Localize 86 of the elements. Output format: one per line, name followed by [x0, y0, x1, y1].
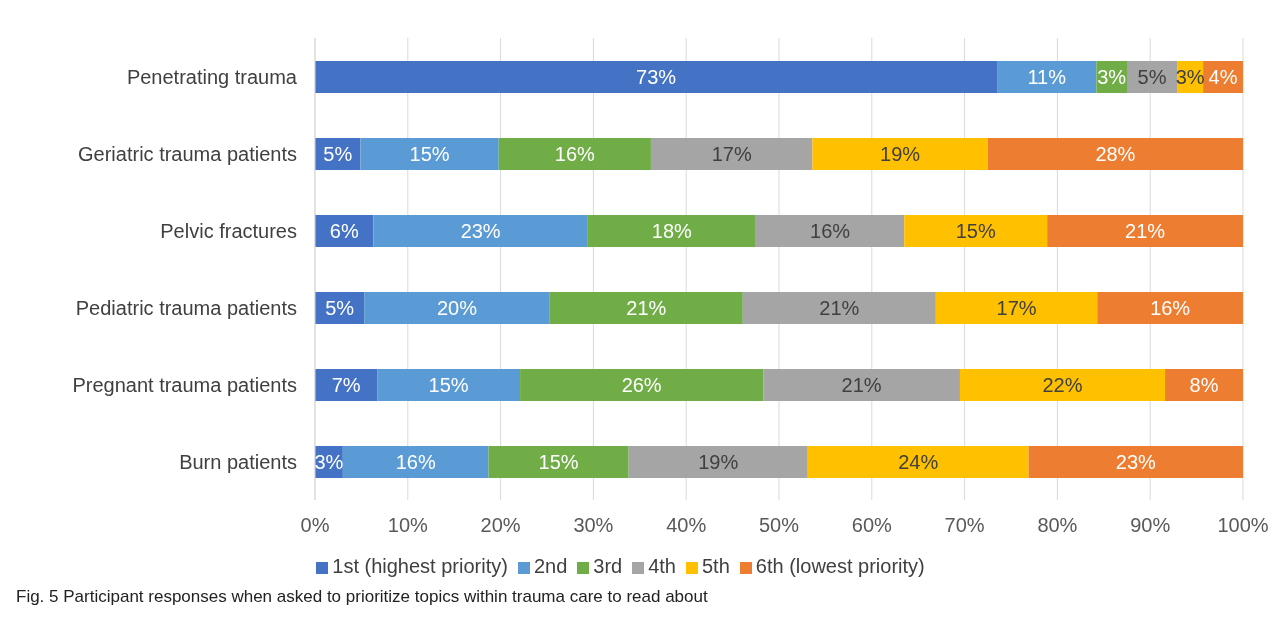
- bar: [935, 292, 1098, 324]
- bar: [959, 369, 1166, 401]
- bar: [1097, 292, 1243, 324]
- data-label: 15%: [955, 220, 996, 243]
- bar: [498, 138, 651, 170]
- x-tick-label: 40%: [666, 514, 707, 537]
- data-label: 19%: [698, 451, 739, 474]
- data-label: 15%: [409, 143, 450, 166]
- data-label: 7%: [331, 374, 361, 397]
- data-label: 17%: [996, 297, 1037, 320]
- bar: [315, 61, 998, 93]
- x-tick-label: 100%: [1217, 514, 1269, 537]
- caption: Fig. 5 Participant responses when asked to prioritize topics within trauma care to read about: [16, 587, 709, 607]
- y-tick-label: Pediatric trauma patients: [75, 296, 297, 319]
- y-tick-label: Geriatric trauma patients: [78, 142, 297, 165]
- data-label: 15%: [428, 374, 469, 397]
- data-label: 28%: [1095, 143, 1136, 166]
- bar: [763, 369, 960, 401]
- legend-label: 4th: [648, 555, 676, 577]
- data-label: 8%: [1189, 374, 1219, 397]
- data-label: 21%: [626, 297, 667, 320]
- x-tick-label: 90%: [1130, 514, 1171, 537]
- bar: [997, 61, 1097, 93]
- x-tick-label: 70%: [944, 514, 985, 537]
- data-label: 21%: [1125, 220, 1166, 243]
- bar: [377, 369, 521, 401]
- bar: [650, 138, 813, 170]
- x-tick-label: 60%: [851, 514, 893, 537]
- bar: [360, 138, 499, 170]
- data-label: 5%: [1137, 66, 1167, 89]
- bar: [1047, 215, 1243, 247]
- bar: [549, 292, 743, 324]
- bar: [628, 446, 808, 478]
- bar: [812, 138, 988, 170]
- data-label: 6%: [329, 220, 359, 243]
- data-label: 20%: [436, 297, 478, 320]
- data-label: 17%: [711, 143, 752, 166]
- legend-label: 2nd: [533, 555, 568, 577]
- data-label: 23%: [460, 220, 501, 243]
- bar: [1028, 446, 1243, 478]
- x-tick-label: 50%: [758, 514, 800, 537]
- y-tick-label: Pelvic fractures: [160, 219, 297, 242]
- data-label: 19%: [880, 143, 921, 166]
- legend-label: 6th (lowest priority): [755, 555, 925, 577]
- bar: [587, 215, 756, 247]
- bar: [807, 446, 1029, 478]
- bar: [373, 215, 588, 247]
- bar: [742, 292, 936, 324]
- data-label: 26%: [621, 374, 662, 397]
- bar: [364, 292, 550, 324]
- data-label: 18%: [651, 220, 693, 243]
- data-label: 73%: [636, 66, 677, 89]
- data-label: 11%: [1027, 66, 1067, 89]
- data-label: 15%: [538, 451, 579, 474]
- data-label: 22%: [1042, 374, 1083, 397]
- x-tick-label: 0%: [300, 514, 330, 537]
- data-label: 3%: [314, 451, 344, 474]
- data-label: 16%: [1150, 297, 1191, 320]
- y-tick-label: Penetrating trauma: [126, 65, 298, 88]
- bar: [755, 215, 905, 247]
- data-label: 4%: [1208, 66, 1238, 89]
- data-label: 5%: [325, 297, 355, 320]
- data-label: 16%: [554, 143, 596, 166]
- data-label: 3%: [1097, 66, 1127, 89]
- bar: [987, 138, 1243, 170]
- data-label: 24%: [898, 451, 939, 474]
- bar: [488, 446, 629, 478]
- data-label: 21%: [819, 297, 860, 320]
- legend-label: 5th: [701, 555, 730, 577]
- data-label: 5%: [323, 143, 353, 166]
- data-label: 23%: [1115, 451, 1157, 474]
- data-label: 16%: [810, 220, 851, 243]
- y-tick-label: Pregnant trauma patients: [72, 373, 297, 396]
- x-tick-label: 30%: [573, 514, 614, 537]
- bar: [1165, 369, 1243, 401]
- x-tick-label: 10%: [387, 514, 429, 537]
- bar: [904, 215, 1048, 247]
- bar: [342, 446, 489, 478]
- legend-label: 1st (highest priority): [332, 555, 508, 577]
- y-tick-label: Burn patients: [179, 450, 297, 473]
- legend-label: 3rd: [593, 555, 623, 577]
- data-label: 16%: [395, 451, 436, 474]
- x-tick-label: 80%: [1037, 514, 1078, 537]
- x-tick-label: 20%: [480, 514, 521, 537]
- data-label: 21%: [841, 374, 882, 397]
- bar: [520, 369, 764, 401]
